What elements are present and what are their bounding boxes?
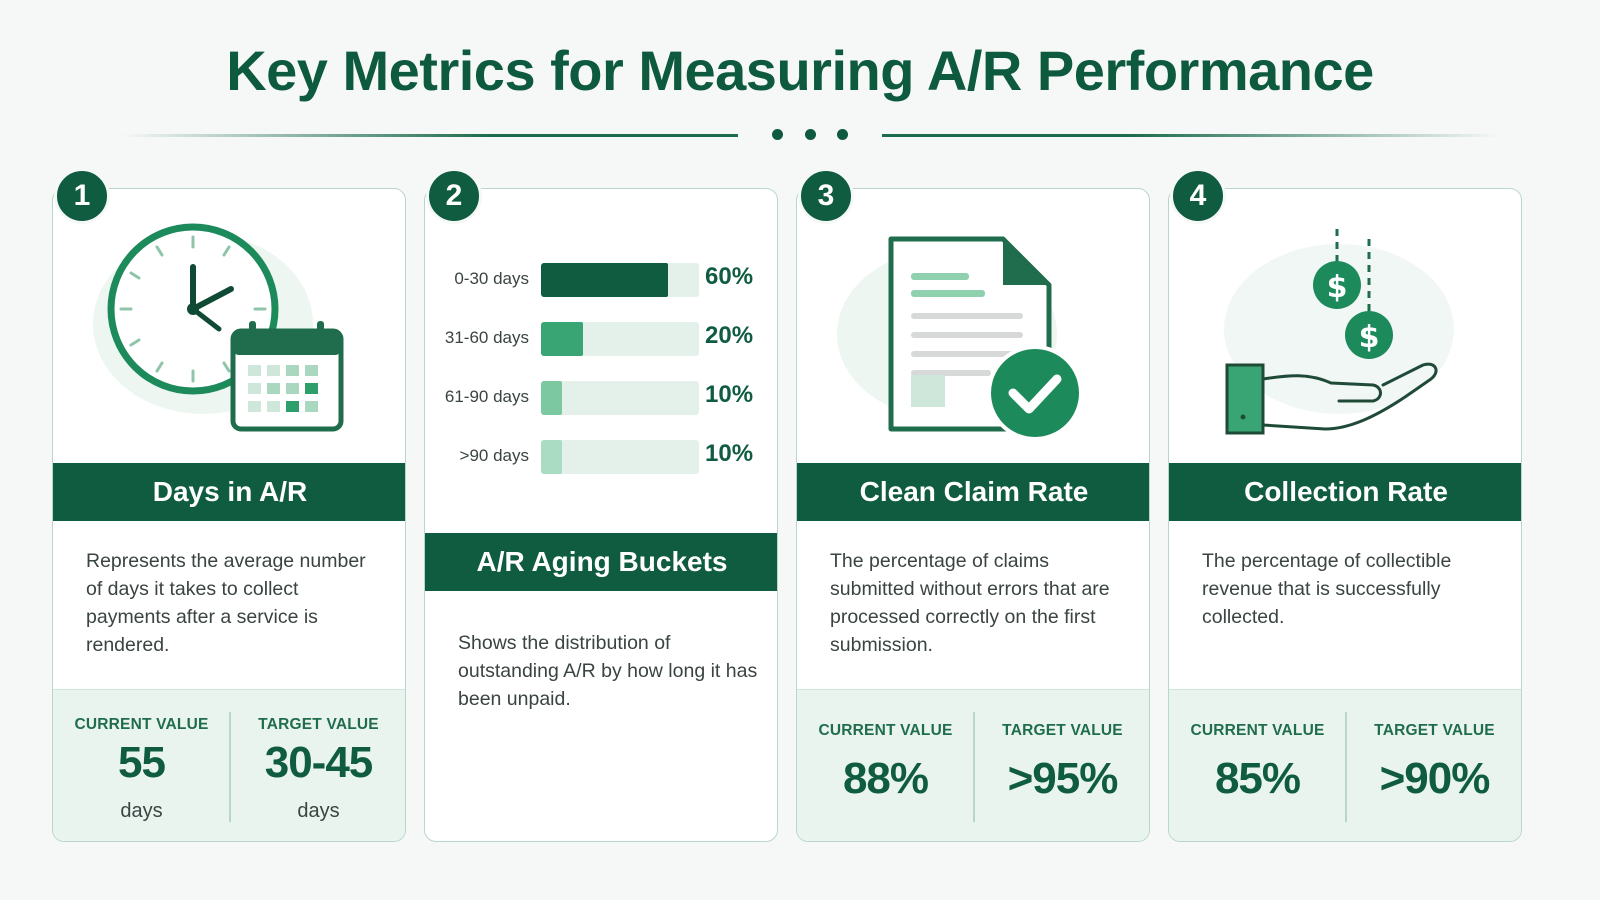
metric-heading: Collection Rate xyxy=(1169,463,1521,521)
metric-description: The percentage of collectible revenue th… xyxy=(1202,550,1452,628)
card-number-badge: 3 xyxy=(798,168,854,224)
aging-bar-value-label: 60% xyxy=(705,263,754,290)
aging-bar-track xyxy=(541,440,699,474)
card-number-badge: 4 xyxy=(1170,168,1226,224)
document-check-icon xyxy=(797,189,1149,475)
current-value-label: CURRENT VALUE xyxy=(74,716,209,733)
current-value-stat: CURRENT VALUE 88% xyxy=(797,690,974,841)
metric-stats: CURRENT VALUE 88% TARGET VALUE >95% xyxy=(797,689,1149,841)
aging-bar-track xyxy=(541,381,699,415)
target-value-label: TARGET VALUE xyxy=(1374,722,1495,739)
aging-bar-track xyxy=(541,322,699,356)
metric-heading: Days in A/R xyxy=(53,463,405,521)
metric-description: Represents the average number of days it… xyxy=(86,550,366,656)
current-value: 55 xyxy=(118,738,166,787)
target-value-label: TARGET VALUE xyxy=(1002,722,1123,739)
aging-bar-chart: 0-30 days 60% 31-60 days 20% 61-90 days 10% >9… xyxy=(425,189,777,499)
aging-bar-label: 31-60 days xyxy=(444,328,529,347)
aging-bar xyxy=(541,263,668,297)
target-value: >90% xyxy=(1379,754,1491,803)
current-value-label: CURRENT VALUE xyxy=(818,722,953,739)
target-value: 30-45 xyxy=(264,738,374,787)
aging-bar-label: 61-90 days xyxy=(444,387,529,406)
current-value: 88% xyxy=(842,754,929,803)
metric-description: The percentage of claims submitted witho… xyxy=(830,550,1110,656)
aging-bar-track xyxy=(541,263,699,297)
target-value-stat: TARGET VALUE 30-45 days xyxy=(230,690,405,841)
metric-card-days-in-ar: Days in A/R Represents the average numbe… xyxy=(52,188,406,842)
metric-stats: CURRENT VALUE 55 days TARGET VALUE 30-45… xyxy=(53,689,405,841)
aging-bar xyxy=(541,440,562,474)
aging-bar xyxy=(541,381,562,415)
aging-bar-value-label: 10% xyxy=(705,381,754,408)
aging-bar-row: 61-90 days 10% xyxy=(425,377,777,417)
card-number-badge: 2 xyxy=(426,168,482,224)
metric-heading: Clean Claim Rate xyxy=(797,463,1149,521)
aging-bar-label: 0-30 days xyxy=(454,269,529,288)
aging-bar-row: 0-30 days 60% xyxy=(425,259,777,299)
title-divider xyxy=(120,128,1500,142)
current-value-stat: CURRENT VALUE 85% xyxy=(1169,690,1346,841)
aging-bar-value-label: 10% xyxy=(705,440,754,467)
metric-stats: CURRENT VALUE 85% TARGET VALUE >90% xyxy=(1169,689,1521,841)
target-value-stat: TARGET VALUE >90% xyxy=(1346,690,1521,841)
target-value: >95% xyxy=(1007,754,1119,803)
current-value-unit: days xyxy=(120,800,163,822)
target-value-stat: TARGET VALUE >95% xyxy=(974,690,1149,841)
svg-text:$: $ xyxy=(1359,320,1380,355)
aging-bar-row: >90 days 10% xyxy=(425,436,777,476)
hand-dollar-icon: $ $ xyxy=(1169,189,1521,475)
svg-text:$: $ xyxy=(1327,270,1348,305)
aging-bar-value-label: 20% xyxy=(705,322,754,349)
current-value: 85% xyxy=(1214,754,1301,803)
aging-bar-label: >90 days xyxy=(459,446,529,465)
page-title: Key Metrics for Measuring A/R Performanc… xyxy=(226,39,1374,102)
current-value-stat: CURRENT VALUE 55 days xyxy=(53,690,230,841)
metric-card-clean-claim-rate: Clean Claim Rate The percentage of claim… xyxy=(796,188,1150,842)
current-value-label: CURRENT VALUE xyxy=(1190,722,1325,739)
card-number-badge: 1 xyxy=(54,168,110,224)
target-value-unit: days xyxy=(297,800,340,822)
metric-description: Shows the distribution of outstanding A/… xyxy=(458,632,758,710)
aging-bar-row: 31-60 days 20% xyxy=(425,318,777,358)
metric-card-aging-buckets: 0-30 days 60% 31-60 days 20% 61-90 days 10% >9… xyxy=(424,188,778,842)
metric-card-collection-rate: $ $ Collection Rate The percentage of co… xyxy=(1168,188,1522,842)
clock-calendar-icon xyxy=(53,189,405,475)
target-value-label: TARGET VALUE xyxy=(258,716,379,733)
aging-bar xyxy=(541,322,583,356)
metric-heading: A/R Aging Buckets xyxy=(425,533,777,591)
